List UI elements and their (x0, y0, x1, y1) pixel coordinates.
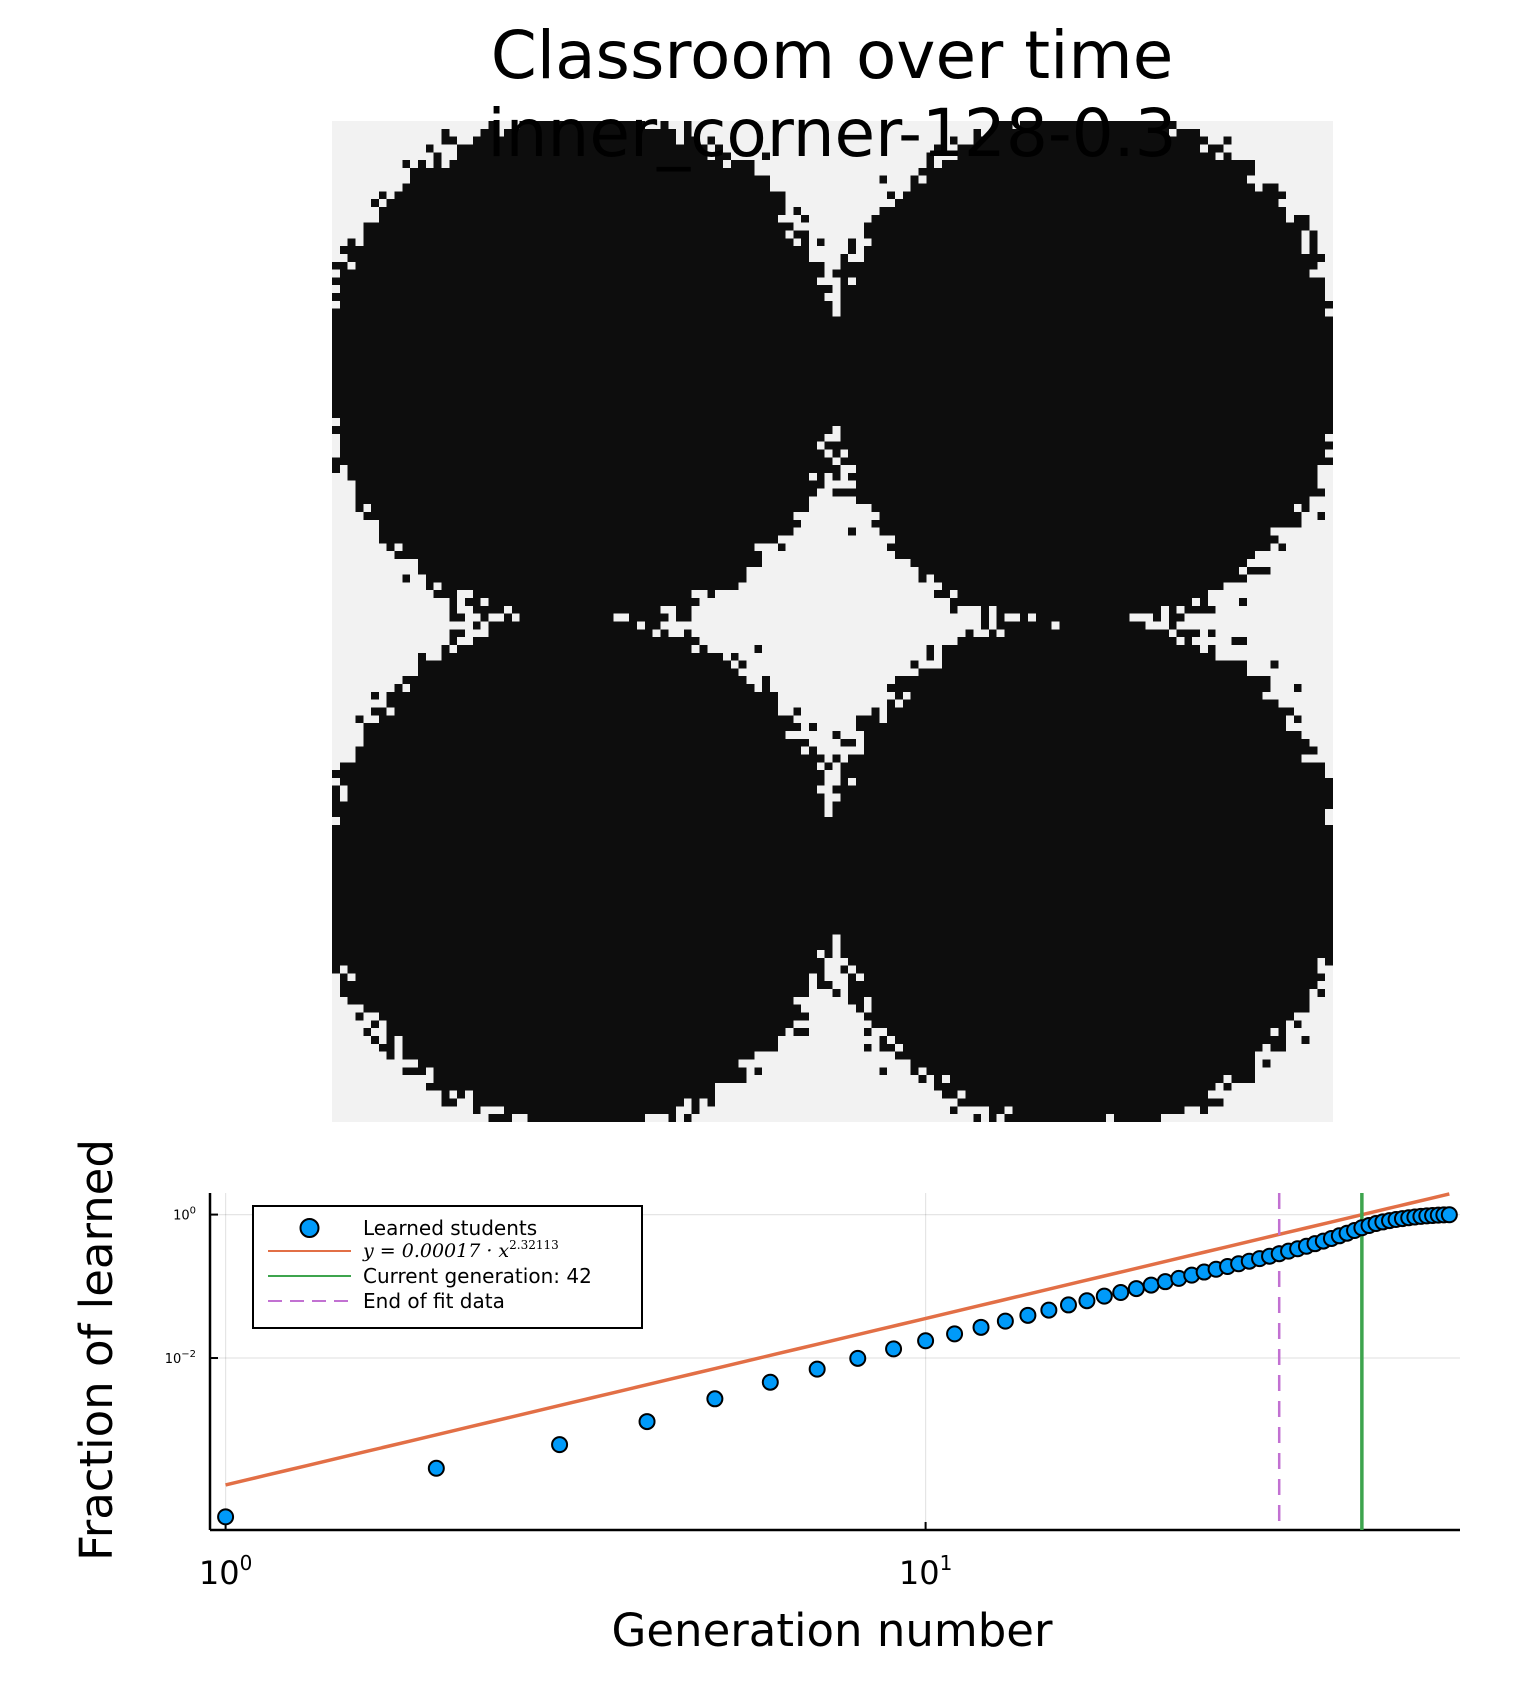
x-axis-title: Generation number (612, 1604, 1053, 1657)
scatter-point-10 (917, 1332, 935, 1350)
legend-label-fit: y = 0.00017 · x2.32113 (362, 1238, 559, 1262)
scatter-point-56 (1440, 1206, 1458, 1224)
y-tick-label-1: 10−2 (165, 1349, 196, 1367)
x-tick-label-0: 100 (199, 1551, 252, 1592)
scatter-point-4 (638, 1413, 656, 1431)
plot-marks (217, 1192, 1458, 1530)
plot-tick-labels: 100 101 100 10−2 (165, 1206, 953, 1592)
scatter-point-20 (1127, 1280, 1145, 1298)
legend-label-current: Current generation: 42 (363, 1264, 592, 1288)
scatter-point-8 (849, 1349, 867, 1367)
scatter-point-12 (972, 1318, 990, 1336)
legend-swatch-scatter (299, 1218, 320, 1238)
y-axis-title: Fraction of learned (70, 1139, 123, 1561)
scatter-point-3 (551, 1436, 569, 1454)
x-tick-label-1: 101 (899, 1551, 952, 1592)
scatter-point-19 (1112, 1283, 1130, 1301)
scatter-point-21 (1142, 1276, 1160, 1294)
figure-title-line-2: inner_corner-128-0.3 (487, 95, 1176, 172)
scatter-point-5 (706, 1390, 724, 1408)
legend-label-scatter: Learned students (363, 1216, 537, 1240)
figure-title-line-1: Classroom over time (491, 17, 1174, 94)
legend-label-end-fit: End of fit data (363, 1289, 505, 1313)
scatter-point-16 (1059, 1296, 1077, 1314)
scatter-point-9 (885, 1340, 903, 1358)
y-tick-label-0: 100 (173, 1206, 196, 1224)
scatter-point-18 (1095, 1287, 1113, 1305)
scatter-point-15 (1040, 1301, 1058, 1319)
scatter-point-13 (996, 1312, 1014, 1330)
scatter-point-2 (427, 1459, 445, 1477)
fraction-learned-plot: 100 101 100 10−2 Generation number Fraction… (70, 1139, 1460, 1657)
scatter-point-14 (1019, 1306, 1037, 1324)
scatter-point-6 (761, 1373, 779, 1391)
classroom-heatmap (332, 121, 1333, 1122)
heatmap-learned-cells (332, 121, 1333, 1122)
fit-line (225, 1192, 1450, 1487)
scatter-point-7 (808, 1360, 826, 1378)
scatter-point-1 (217, 1508, 235, 1526)
scatter-point-11 (946, 1325, 964, 1343)
scatter-point-17 (1078, 1292, 1096, 1310)
